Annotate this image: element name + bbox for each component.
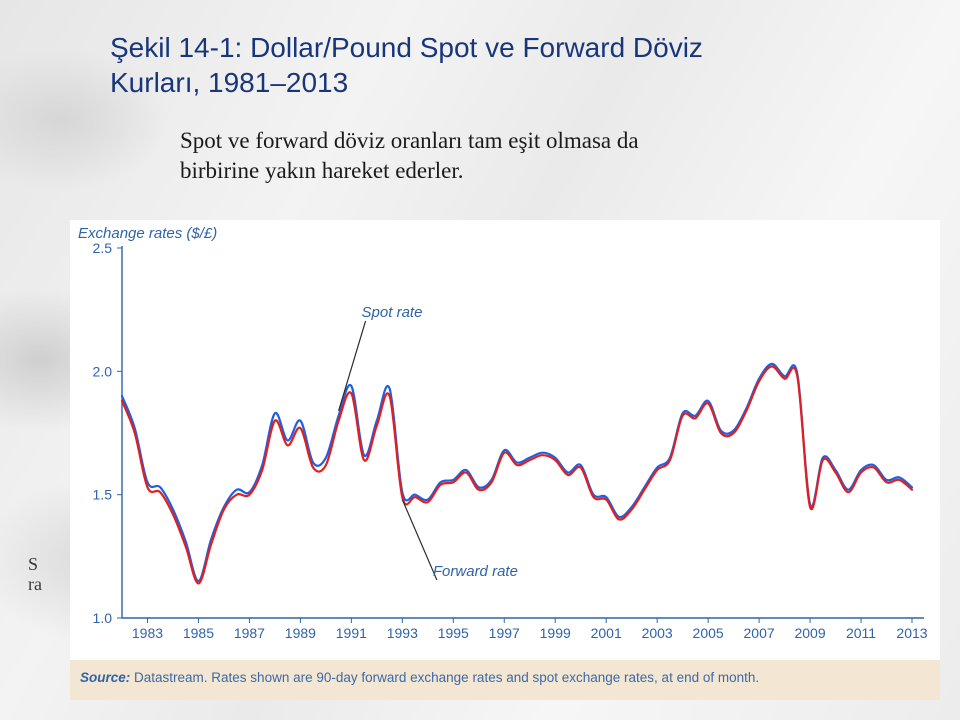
slide-content: Şekil 14-1: Dollar/Pound Spot ve Forward… <box>110 30 930 186</box>
source-text: Datastream. Rates shown are 90-day forwa… <box>130 670 759 685</box>
x-tick-label: 1995 <box>438 625 469 641</box>
x-tick-label: 1989 <box>285 625 316 641</box>
subtitle-line-1: Spot ve forward döviz oranları tam eşit … <box>180 128 639 153</box>
figure-caption: Spot ve forward döviz oranları tam eşit … <box>180 126 930 186</box>
x-tick-label: 2001 <box>591 625 622 641</box>
y-tick-label: 1.5 <box>93 487 113 503</box>
spot-annotation-label: Spot rate <box>362 304 423 321</box>
subtitle-line-2: birbirine yakın hareket ederler. <box>180 158 464 183</box>
x-tick-label: 2003 <box>642 625 673 641</box>
title-line-1: Şekil 14-1: Dollar/Pound Spot ve Forward… <box>110 32 703 63</box>
x-tick-label: 1999 <box>540 625 571 641</box>
y-tick-label: 2.5 <box>93 240 113 256</box>
x-tick-label: 1997 <box>489 625 520 641</box>
forward-rate-line <box>122 366 912 583</box>
source-label: Source: <box>80 670 130 685</box>
spot-rate-line <box>122 364 912 581</box>
left-frag-2: ra <box>28 574 42 594</box>
x-tick-label: 1985 <box>183 625 214 641</box>
x-tick-label: 1987 <box>234 625 265 641</box>
x-tick-label: 2007 <box>744 625 775 641</box>
truncated-left-text: S ra <box>28 555 42 595</box>
forward-annotation-leader <box>402 500 437 580</box>
source-strip: Source: Datastream. Rates shown are 90-d… <box>70 660 940 700</box>
x-tick-label: 2013 <box>896 625 927 641</box>
x-tick-label: 2005 <box>693 625 724 641</box>
y-tick-label: 1.0 <box>93 610 113 626</box>
left-frag-1: S <box>28 554 38 574</box>
figure-title: Şekil 14-1: Dollar/Pound Spot ve Forward… <box>110 30 930 100</box>
x-tick-label: 1983 <box>132 625 163 641</box>
forward-annotation-label: Forward rate <box>433 563 518 580</box>
x-tick-label: 2011 <box>846 625 876 641</box>
chart-svg: Exchange rates ($/£)1.01.52.02.519831985… <box>70 220 940 660</box>
x-tick-label: 1993 <box>387 625 418 641</box>
exchange-rate-chart: Exchange rates ($/£)1.01.52.02.519831985… <box>70 220 940 690</box>
x-tick-label: 2009 <box>794 625 825 641</box>
x-tick-label: 1991 <box>336 625 367 641</box>
y-tick-label: 2.0 <box>93 363 113 379</box>
title-line-2: Kurları, 1981–2013 <box>110 67 348 98</box>
